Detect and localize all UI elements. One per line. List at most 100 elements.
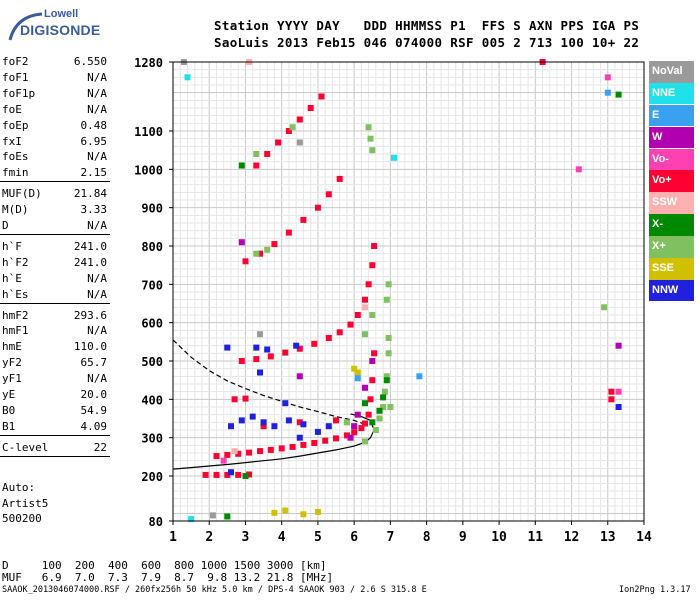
data-point [336, 329, 343, 336]
x-tick-label: 13 [600, 530, 616, 545]
data-point [242, 258, 249, 265]
data-point [362, 438, 368, 445]
data-point [336, 175, 343, 182]
data-point [380, 404, 387, 410]
param-row-foep: foEp 0.48 [0, 119, 110, 135]
curve-profile [172, 413, 375, 470]
param-name: hmF2 [2, 308, 29, 322]
param-row-foes: foEs N/A [0, 150, 110, 166]
x-tick-label: 7 [386, 530, 394, 545]
x-tick-label: 11 [527, 530, 543, 545]
legend-item-nnw: NNW [649, 279, 694, 302]
data-point [271, 509, 278, 516]
data-point [314, 509, 321, 515]
data-point [238, 417, 245, 424]
param-row-hmf1: hmF1 N/A [0, 324, 110, 340]
y-tick-label: 800 [141, 240, 163, 254]
legend-item-noval: NoVal [649, 61, 694, 83]
data-point [271, 241, 278, 248]
param-row-foe: foE N/A [0, 103, 110, 119]
data-point [380, 394, 387, 401]
param-name: foE [2, 102, 22, 116]
data-point [608, 388, 615, 395]
data-point [307, 105, 314, 111]
param-value: 293.6 [73, 308, 107, 322]
data-point [300, 441, 307, 448]
data-point [242, 473, 249, 479]
param-name: h`F [2, 239, 22, 253]
data-point [333, 435, 339, 442]
data-point [367, 135, 374, 142]
data-point [235, 450, 242, 457]
y-tick-label: 500 [141, 355, 163, 369]
param-row-yf2: yF2 65.7 [0, 356, 110, 372]
param-row-hes: h`Es N/A [0, 288, 110, 304]
data-point [362, 384, 368, 391]
data-point [608, 396, 615, 403]
curve-model [172, 339, 366, 425]
param-value: N/A [87, 150, 107, 164]
param-name: fmin [2, 166, 29, 180]
data-point [246, 471, 253, 478]
data-point [296, 373, 303, 380]
data-point [285, 417, 292, 424]
param-value: 54.9 [80, 403, 108, 417]
separator-line [0, 434, 110, 436]
series-nnw [224, 342, 622, 476]
param-name: h`F2 [2, 255, 29, 269]
data-point [253, 250, 260, 257]
data-point [347, 321, 354, 328]
data-point [289, 443, 296, 450]
data-point [300, 421, 307, 428]
param-row-hme: hmE 110.0 [0, 340, 110, 356]
distance-row: D 100 200 400 600 800 1000 1500 3000 [km… [2, 559, 327, 572]
data-point [615, 404, 622, 410]
data-point [253, 356, 260, 363]
param-name: C-level [2, 440, 49, 454]
legend-item-e: E [649, 104, 694, 127]
data-point [264, 151, 271, 157]
logo-text-top: Lowell [44, 8, 79, 20]
logo-text-main: DIGISONDE [20, 22, 101, 38]
param-row-hf2: h`F2 241.0 [0, 256, 110, 272]
data-point [300, 216, 307, 223]
param-value: 0.48 [80, 118, 108, 132]
data-point [322, 437, 329, 444]
param-value: N/A [87, 102, 107, 116]
data-point [264, 246, 271, 253]
auto-scaling-info: Auto: Artist5 500200 [2, 480, 48, 527]
data-point [289, 124, 296, 131]
data-point [246, 449, 253, 456]
data-point [371, 350, 378, 357]
param-value: 6.550 [73, 55, 107, 68]
data-point [381, 388, 388, 395]
data-point [354, 369, 361, 376]
data-point [275, 139, 282, 146]
data-point [282, 507, 289, 514]
param-name: foF2 [2, 55, 29, 68]
param-name: yE [2, 388, 16, 401]
param-value: 241.0 [73, 255, 107, 269]
plot-frame [172, 61, 645, 522]
data-point [362, 420, 368, 427]
data-point [383, 296, 390, 303]
data-point [311, 440, 318, 446]
param-value: N/A [87, 324, 107, 338]
data-point [385, 281, 392, 288]
data-point [343, 432, 350, 439]
data-point [362, 304, 368, 311]
data-point [372, 427, 379, 433]
header-values: SaoLuis 2013 Feb15 046 074000 RSF 005 2 … [214, 35, 640, 50]
data-point [238, 162, 245, 169]
data-point [416, 373, 423, 380]
x-tick-label: 14 [636, 530, 652, 545]
data-point [325, 191, 332, 198]
data-point [257, 250, 263, 257]
data-point [231, 396, 238, 403]
chart-grid [172, 61, 645, 522]
data-point [575, 166, 582, 173]
data-point [213, 453, 220, 460]
data-point [220, 457, 227, 464]
data-point [369, 377, 376, 384]
